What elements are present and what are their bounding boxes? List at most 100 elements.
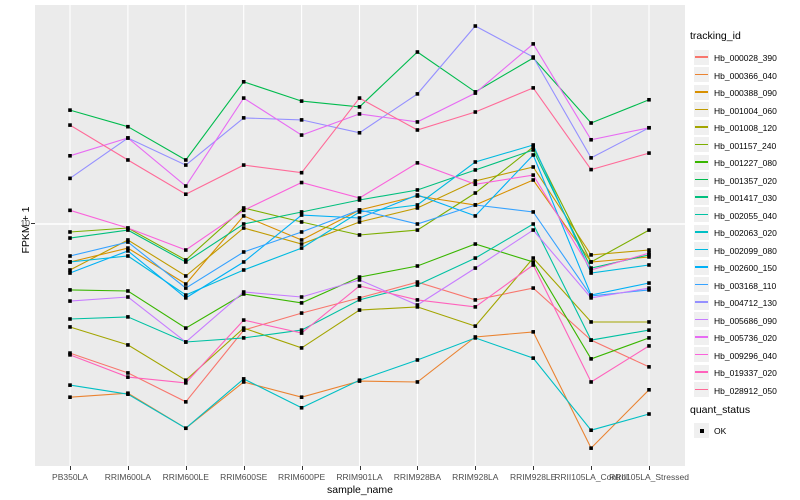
data-point — [126, 295, 130, 299]
data-point — [589, 446, 593, 450]
data-point — [68, 260, 72, 264]
x-tick-label-RRIM600LE: RRIM600LE — [162, 472, 209, 482]
data-point — [531, 86, 535, 90]
data-point — [531, 143, 535, 147]
data-point — [299, 118, 304, 122]
data-point — [241, 328, 246, 332]
data-point — [531, 263, 535, 267]
legend-label-Hb_001227_080: Hb_001227_080 — [714, 158, 777, 168]
legend-key-Hb_001417_030 — [694, 189, 709, 205]
x-tick-mark — [649, 466, 650, 470]
data-point — [589, 137, 593, 142]
data-point — [68, 383, 72, 387]
data-point — [184, 400, 188, 404]
data-point — [647, 151, 651, 155]
data-point — [126, 343, 130, 347]
data-point — [241, 163, 246, 167]
data-point — [647, 248, 651, 252]
x-tick-label-RRIM600LA: RRIM600LA — [104, 472, 152, 482]
data-point — [241, 326, 246, 330]
data-point — [415, 280, 420, 284]
data-point — [531, 153, 535, 157]
data-point — [531, 260, 535, 264]
x-tick-mark — [70, 466, 71, 470]
data-point — [647, 336, 651, 340]
data-point — [299, 331, 304, 335]
data-point — [531, 222, 535, 226]
data-point — [68, 254, 72, 258]
legend-line-icon — [695, 91, 708, 93]
data-point — [647, 228, 651, 232]
square-point-icon — [699, 428, 704, 433]
data-point — [241, 268, 246, 272]
data-point — [68, 268, 72, 272]
data-point — [357, 112, 362, 116]
data-point — [415, 50, 420, 54]
legend-key-Hb_001157_240 — [694, 137, 709, 152]
data-point — [126, 375, 130, 379]
data-point — [415, 193, 420, 197]
data-point — [299, 180, 304, 185]
data-point — [647, 251, 651, 255]
data-point — [357, 275, 362, 279]
data-point — [241, 222, 246, 226]
data-point — [299, 238, 304, 242]
legend-key-Hb_001004_060 — [694, 102, 709, 117]
data-point — [473, 203, 478, 207]
data-point — [473, 305, 478, 309]
legend-line-icon — [695, 73, 708, 76]
data-point — [647, 388, 651, 392]
data-point — [473, 110, 478, 114]
data-point — [299, 220, 304, 224]
legend-line-icon — [695, 248, 708, 251]
legend-key-Hb_002055_040 — [694, 207, 709, 222]
data-point — [357, 210, 362, 214]
x-axis-title: sample_name — [327, 484, 393, 496]
data-point — [647, 253, 651, 257]
legend-line-icon — [695, 336, 708, 338]
data-point — [184, 381, 188, 385]
legend-key-Hb_019337_020 — [694, 364, 709, 380]
x-tick-mark — [127, 466, 129, 470]
legend-line-icon — [695, 283, 708, 286]
x-tick-mark — [185, 466, 187, 470]
legend-line-icon — [695, 196, 708, 198]
data-point — [531, 356, 535, 360]
legend-line-icon — [695, 318, 708, 321]
data-point — [415, 283, 420, 287]
x-tick-mark — [533, 466, 535, 470]
x-tick-label-RRIM928LE: RRIM928LE — [510, 472, 557, 482]
data-point — [299, 170, 304, 175]
legend-key-Hb_005736_020 — [694, 329, 709, 345]
data-point — [68, 325, 72, 329]
data-point — [415, 188, 420, 192]
data-point — [126, 228, 130, 232]
data-point — [126, 124, 130, 129]
data-point — [415, 161, 420, 165]
legend-key-Hb_002099_080 — [694, 242, 709, 257]
data-point — [299, 246, 304, 250]
data-point — [241, 250, 246, 254]
data-point — [299, 346, 304, 350]
legend-label-Hb_001157_240: Hb_001157_240 — [714, 140, 777, 151]
data-point — [126, 315, 130, 319]
legend-key-Hb_002600_150 — [694, 259, 709, 275]
data-point — [184, 163, 188, 167]
plot-panel — [35, 5, 685, 466]
data-point — [184, 378, 188, 382]
legend-line-icon — [695, 388, 708, 391]
data-point — [473, 91, 478, 95]
legend-key-Hb_000028_390 — [694, 49, 709, 65]
data-point — [589, 156, 593, 160]
x-tick-label-PB350LA: PB350LA — [52, 472, 88, 482]
legend-label-Hb_002600_150: Hb_002600_150 — [714, 263, 777, 273]
data-point — [184, 296, 188, 300]
data-point — [357, 198, 362, 202]
data-point — [357, 216, 362, 220]
data-point — [473, 214, 478, 218]
data-point — [415, 303, 420, 307]
data-point — [589, 294, 593, 298]
data-point — [589, 253, 593, 257]
data-point — [184, 286, 188, 290]
